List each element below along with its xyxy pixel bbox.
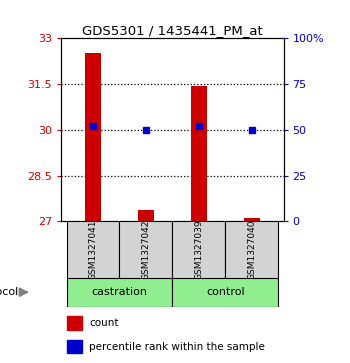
Bar bbox=[67, 316, 82, 330]
Text: GSM1327040: GSM1327040 bbox=[247, 219, 256, 280]
Bar bbox=[225, 221, 278, 278]
Text: GSM1327039: GSM1327039 bbox=[194, 219, 203, 280]
Text: castration: castration bbox=[91, 287, 147, 297]
Text: GSM1327041: GSM1327041 bbox=[89, 219, 98, 280]
Bar bbox=[67, 340, 82, 354]
Text: control: control bbox=[206, 287, 245, 297]
Bar bbox=[191, 86, 207, 221]
Text: GSM1327042: GSM1327042 bbox=[141, 219, 150, 280]
Bar bbox=[119, 221, 172, 278]
Bar bbox=[244, 218, 260, 221]
Bar bbox=[172, 221, 225, 278]
Bar bbox=[172, 278, 278, 307]
Bar bbox=[85, 53, 101, 221]
Bar bbox=[66, 221, 119, 278]
Text: count: count bbox=[89, 318, 119, 328]
Bar bbox=[138, 210, 154, 221]
Title: GDS5301 / 1435441_PM_at: GDS5301 / 1435441_PM_at bbox=[82, 24, 263, 37]
Text: percentile rank within the sample: percentile rank within the sample bbox=[89, 342, 265, 352]
Bar bbox=[66, 278, 172, 307]
Text: protocol: protocol bbox=[0, 287, 18, 297]
